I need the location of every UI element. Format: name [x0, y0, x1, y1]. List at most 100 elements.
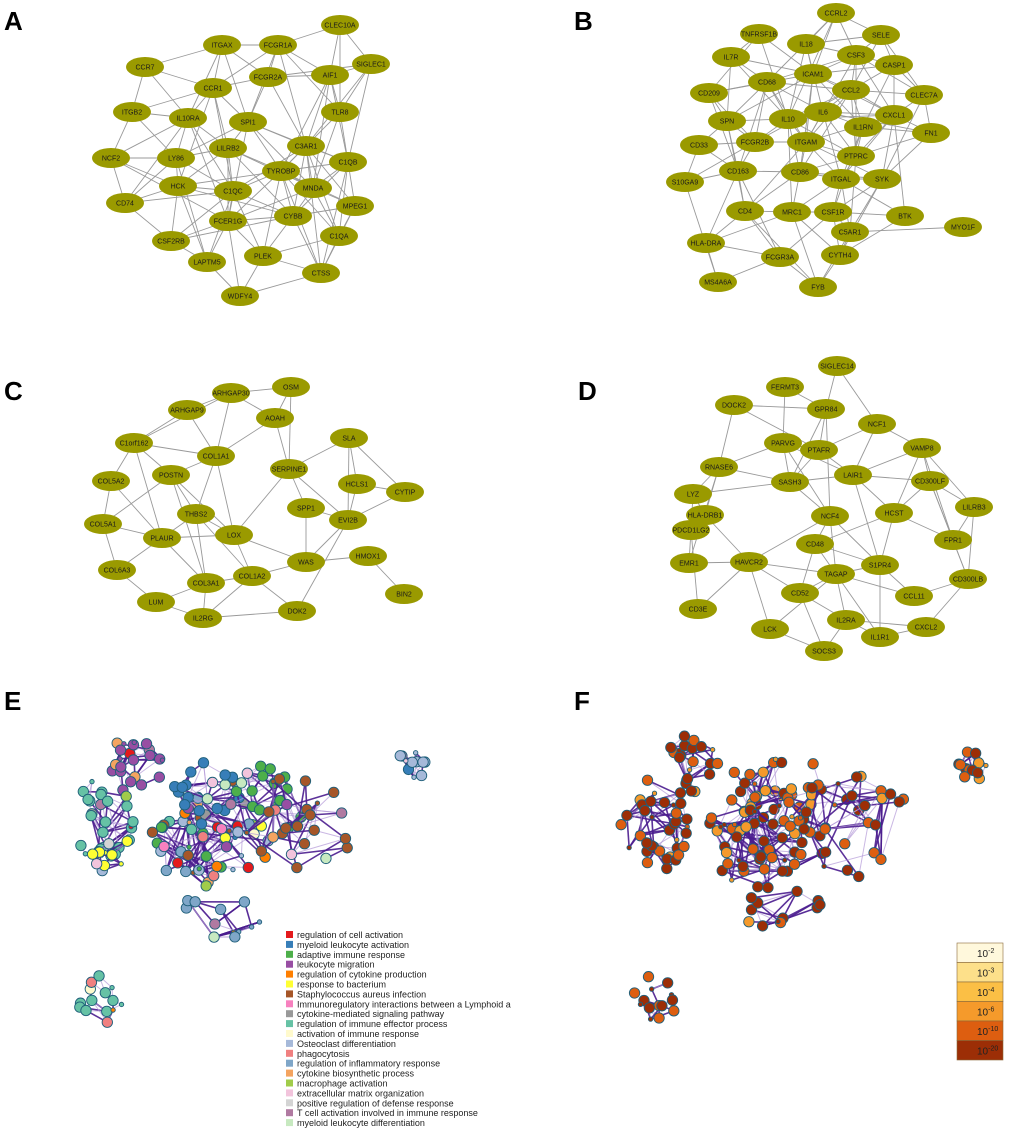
gene-label: ITGAL [831, 177, 851, 184]
gene-node: ITGAX [203, 35, 241, 55]
gene-label: ITGAM [795, 140, 817, 147]
enrichment-nodes [728, 756, 798, 830]
legend-swatch [286, 990, 293, 998]
legend-item: macrophage activation [286, 1079, 388, 1089]
gene-label: FCGR3A [766, 255, 795, 262]
enrichment-node [146, 826, 159, 838]
network-edge [212, 87, 229, 149]
enrichment-node [758, 863, 771, 875]
network-edge [227, 147, 294, 217]
legend-swatch [286, 931, 293, 938]
gene-node: C3AR1 [287, 136, 325, 156]
gene-node-ellipse [807, 399, 845, 419]
enrichment-node [114, 744, 127, 756]
gene-node-ellipse [799, 277, 837, 297]
enrichment-edge [762, 817, 784, 872]
enrichment-node [110, 1007, 116, 1013]
enrichment-node [291, 820, 304, 832]
gene-node-ellipse [385, 584, 423, 604]
gene-label: SPI1 [240, 120, 255, 127]
gene-node: WDFY4 [221, 286, 259, 306]
gene-node: IL2RA [827, 610, 865, 630]
gene-node-ellipse [352, 54, 390, 74]
gene-node-ellipse [814, 202, 852, 222]
enrichment-nodes [628, 971, 680, 1024]
enrichment-node [681, 772, 694, 785]
gene-node: HMOX1 [349, 546, 387, 566]
legend-label: regulation of cell activation [297, 930, 403, 940]
gene-node-ellipse [320, 226, 358, 246]
network-d: SIGLEC14 FERMT3 DOCK2 GPR84 NCF1 PARVG PTAFR VA… [670, 356, 993, 661]
gene-node-ellipse [831, 222, 869, 242]
enrichment-edge [100, 803, 134, 823]
legend-swatch [286, 1039, 293, 1047]
gene-node-ellipse [287, 498, 325, 518]
gene-node: FERMT3 [766, 377, 804, 397]
gene-node-ellipse [794, 64, 832, 84]
gene-node: FCGR2A [249, 67, 287, 87]
enrichment-node [219, 769, 231, 781]
gene-label: HMOX1 [356, 554, 381, 561]
enrichment-nodes [743, 885, 826, 932]
legend-swatch [286, 1010, 293, 1018]
gene-label: SYK [875, 177, 889, 184]
network-edge [133, 442, 163, 539]
gene-node-ellipse [827, 610, 865, 630]
enrichment-nodes [169, 757, 245, 830]
enrichment-node [954, 759, 967, 771]
enrichment-node [107, 994, 119, 1007]
gene-label: IL10RA [176, 116, 200, 123]
legend-item: T cell activation involved in immune res… [286, 1108, 478, 1118]
gene-label: HLA-DRB1 [688, 513, 723, 520]
enrichment-node [320, 852, 332, 865]
gene-label: IL6 [818, 110, 828, 117]
gene-node-ellipse [194, 78, 232, 98]
enrichment-node [687, 756, 699, 768]
gene-node: PTPRC [837, 146, 875, 166]
gene-node: HLA-DRB1 [686, 505, 724, 525]
enrichment-edge [762, 890, 798, 927]
gene-label: CCRL2 [825, 11, 848, 18]
gene-label: C3AR1 [295, 144, 318, 151]
gene-node-ellipse [837, 45, 875, 65]
gene-label: HAVCR2 [735, 560, 763, 567]
enrichment-node [678, 730, 691, 742]
gene-label: ITGAX [211, 43, 232, 50]
enrichment-node [983, 762, 989, 769]
gene-label: CD52 [791, 591, 809, 598]
gene-label: CD3E [689, 607, 708, 614]
network-edge [921, 447, 975, 508]
legend-item: positive regulation of defense response [286, 1098, 454, 1108]
gene-node-ellipse [98, 560, 136, 580]
gene-node-ellipse [895, 586, 933, 606]
gene-node-ellipse [861, 627, 899, 647]
enrichment-node [744, 768, 756, 781]
gene-label: CCR7 [135, 65, 154, 72]
gene-node: CCL11 [895, 586, 933, 606]
enrichment-node [235, 777, 248, 789]
gene-node-ellipse [249, 67, 287, 87]
gene-node-ellipse [773, 202, 811, 222]
enrichment-node [182, 849, 194, 861]
gene-node-ellipse [152, 465, 190, 485]
enrichment-node [201, 793, 214, 805]
network-edge [684, 181, 719, 283]
enrichment-node [160, 864, 172, 877]
gene-label: CD300LF [915, 479, 945, 486]
enrichment-node [752, 808, 758, 815]
gene-label: MNDA [303, 186, 324, 193]
legend-label: regulation of cytokine production [297, 970, 427, 980]
gene-label: ICAM1 [802, 72, 824, 79]
enrichment-node [85, 809, 97, 822]
network-edge [881, 94, 925, 180]
network-edge [799, 89, 852, 173]
enrichment-edge [268, 778, 281, 813]
enrichment-node [853, 870, 865, 883]
enrichment-node [626, 844, 632, 851]
gene-node: ICAM1 [794, 64, 832, 84]
enrichment-node [95, 788, 107, 801]
gene-label: MPEG1 [343, 204, 368, 211]
gene-label: IL7R [724, 55, 739, 62]
gene-node: DOCK2 [715, 395, 753, 415]
enrichment-node [86, 994, 98, 1007]
